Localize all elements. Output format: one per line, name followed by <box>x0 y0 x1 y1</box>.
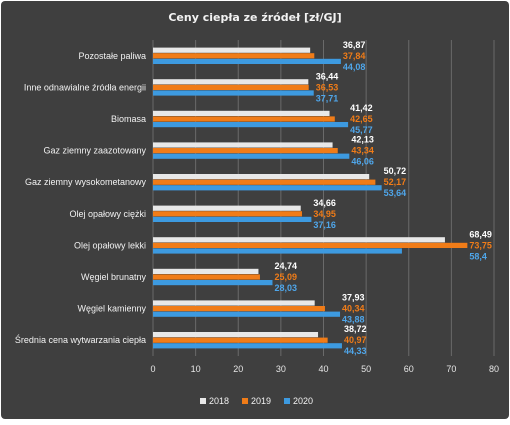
category-label: Biomasa <box>111 114 146 124</box>
bar <box>153 216 312 222</box>
bar <box>153 90 314 96</box>
bar <box>153 110 330 116</box>
bars <box>153 47 468 349</box>
data-label: 46,06 <box>351 157 374 167</box>
x-tick-label: 0 <box>150 364 155 374</box>
category-label: Gaz ziemny wysokometanowy <box>25 177 147 187</box>
legend-swatch <box>242 398 248 404</box>
x-tick-label: 40 <box>318 364 328 374</box>
data-label: 38,72 <box>344 324 367 334</box>
legend-swatch <box>200 398 206 404</box>
data-label: 37,93 <box>342 293 365 303</box>
data-label: 34,66 <box>313 198 336 208</box>
legend: 2018 2019 2020 <box>200 396 313 406</box>
bar <box>153 237 445 243</box>
data-label: 45,77 <box>350 125 373 135</box>
bar <box>153 332 319 338</box>
legend-label: 2020 <box>293 396 313 406</box>
category-label: Olej opałowy lekki <box>74 240 146 250</box>
data-label: 52,17 <box>384 177 407 187</box>
bar <box>153 306 325 312</box>
data-label: 24,74 <box>274 261 297 271</box>
category-label: Węgiel kamienny <box>77 304 146 314</box>
data-label: 25,09 <box>274 272 297 282</box>
data-label: 68,49 <box>469 229 492 239</box>
bar <box>153 337 328 343</box>
data-label: 34,95 <box>313 209 336 219</box>
data-label: 73,75 <box>469 240 492 250</box>
bar <box>153 79 309 85</box>
bar <box>153 179 376 185</box>
x-tick-label: 20 <box>233 364 243 374</box>
x-tick-label: 80 <box>489 364 499 374</box>
bar <box>153 53 315 59</box>
category-label: Średnia cena wytwarzania ciepła <box>15 334 146 345</box>
data-label: 43,34 <box>351 146 374 156</box>
bar <box>153 268 259 274</box>
data-label: 37,16 <box>313 220 336 230</box>
data-label: 42,13 <box>351 135 374 145</box>
bar <box>153 58 341 64</box>
bar <box>153 300 315 306</box>
bar <box>153 311 341 317</box>
category-label: Inne odnawialne źródła energii <box>24 82 146 92</box>
x-tick-label: 30 <box>276 364 286 374</box>
x-tick-label: 50 <box>361 364 371 374</box>
data-label: 36,44 <box>316 71 339 81</box>
data-label: 41,42 <box>350 103 373 113</box>
data-label: 36,87 <box>343 40 366 50</box>
category-label: Pozostałe paliwa <box>78 51 146 61</box>
bar <box>153 205 301 211</box>
category-labels: Pozostałe paliwa Inne odnawialne źródła e… <box>15 51 147 345</box>
data-label: 36,53 <box>316 82 339 92</box>
bar <box>153 84 309 90</box>
data-label: 37,84 <box>343 51 366 61</box>
data-label: 40,97 <box>344 335 367 345</box>
data-label: 44,08 <box>343 62 366 72</box>
legend-swatch <box>284 398 290 404</box>
bar <box>153 142 333 148</box>
bar <box>153 185 382 191</box>
bar <box>153 47 311 53</box>
category-label: Gaz ziemny zaazotowany <box>43 146 146 156</box>
data-label: 37,71 <box>316 93 339 103</box>
x-axis-ticks: 0 10 20 30 40 50 60 70 80 <box>150 364 499 374</box>
data-label: 40,34 <box>342 304 365 314</box>
chart-title: Ceny ciepła ze źródeł [zł/GJ] <box>168 11 341 24</box>
category-label: Węgiel brunatny <box>81 272 147 282</box>
bar <box>153 248 402 254</box>
bar <box>153 211 302 217</box>
data-label: 53,64 <box>384 188 407 198</box>
category-label: Olej opałowy ciężki <box>69 209 146 219</box>
bar <box>153 343 342 349</box>
data-label: 50,72 <box>384 166 407 176</box>
bar <box>153 122 349 128</box>
data-label: 28,03 <box>274 283 297 293</box>
legend-label: 2019 <box>251 396 271 406</box>
bar <box>153 242 468 248</box>
bar <box>153 153 350 159</box>
data-label: 42,65 <box>350 114 373 124</box>
bar <box>153 274 260 280</box>
x-tick-label: 70 <box>446 364 456 374</box>
legend-label: 2018 <box>209 396 229 406</box>
bar <box>153 116 335 122</box>
data-label: 58,4 <box>469 251 487 261</box>
data-label: 43,88 <box>342 315 365 325</box>
bar <box>153 148 338 154</box>
data-label: 44,33 <box>344 346 367 356</box>
bar <box>153 280 273 286</box>
bar <box>153 174 370 180</box>
x-tick-label: 10 <box>191 364 201 374</box>
x-tick-label: 60 <box>404 364 414 374</box>
